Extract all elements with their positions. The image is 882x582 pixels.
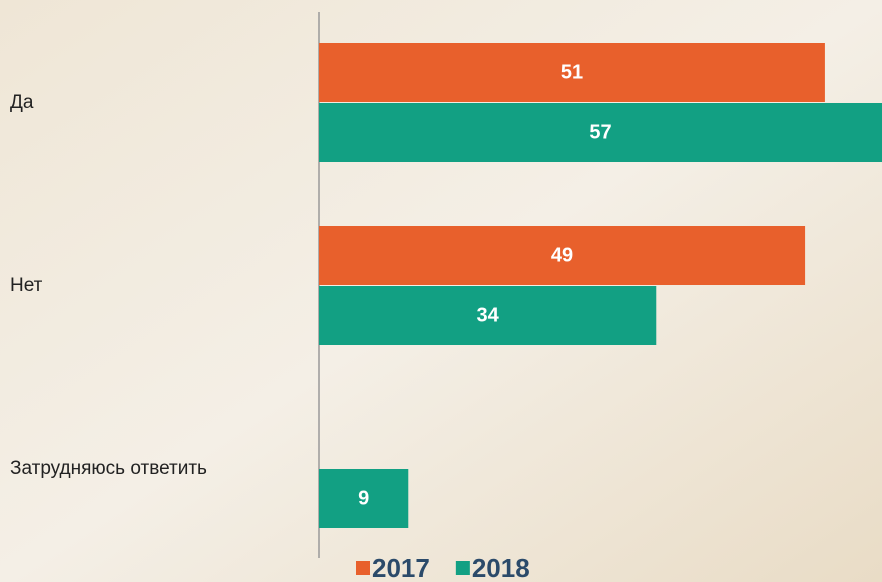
category-label: Да (10, 92, 34, 113)
chart: Да 51 57 Нет 49 34 Затрудняюсь ответить 9 2017 20… (0, 0, 882, 582)
legend-label: 2017 (372, 553, 430, 582)
data-label: 49 (551, 244, 573, 266)
legend-swatch (456, 561, 470, 575)
category-label: Затрудняюсь ответить (10, 458, 207, 479)
data-label: 34 (477, 304, 500, 326)
category-label: Нет (10, 275, 43, 296)
data-label: 51 (561, 61, 583, 83)
legend-swatch (356, 561, 370, 575)
data-label: 9 (358, 487, 369, 509)
data-label: 57 (589, 121, 611, 143)
legend-label: 2018 (472, 553, 530, 582)
